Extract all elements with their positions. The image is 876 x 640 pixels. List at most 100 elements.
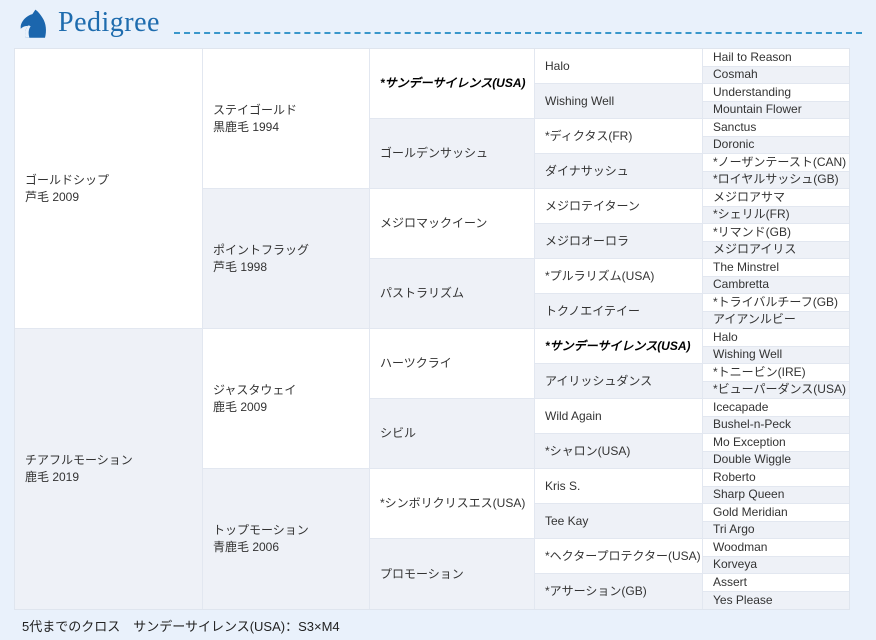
pedigree-cell: Roberto <box>703 469 849 487</box>
horse-name: *アサーション(GB) <box>545 584 647 598</box>
horse-name: Wild Again <box>545 408 602 423</box>
pedigree-cell: *トニービン(IRE) <box>703 364 849 382</box>
pedigree-cell: *ビューパーダンス(USA) <box>703 381 849 399</box>
horse-name: トップモーション <box>213 523 309 537</box>
pedigree-cell: Hail to Reason <box>703 49 849 67</box>
horse-name: パストラリズム <box>380 286 465 300</box>
page-title: Pedigree <box>58 7 160 38</box>
pedigree-cell: アイリッシュダンス <box>535 364 702 399</box>
horse-name: アイアンルビー <box>713 312 796 327</box>
horse-name: Understanding <box>713 84 792 99</box>
horse-name: Sanctus <box>713 119 757 134</box>
pedigree-cell: Korveya <box>703 556 849 574</box>
pedigree-cell: *ロイヤルサッシュ(GB) <box>703 171 849 189</box>
pedigree-cell: Double Wiggle <box>703 451 849 469</box>
pedigree-cell: Halo <box>535 49 702 84</box>
horse-name: Gold Meridian <box>713 504 788 519</box>
pedigree-cell: ハーツクライ <box>370 329 534 399</box>
horse-name: Wishing Well <box>545 93 615 108</box>
horse-name: The Minstrel <box>713 259 780 274</box>
pedigree-cell: メジロアイリス <box>703 241 849 259</box>
horse-name: *ノーザンテースト(CAN) <box>713 154 847 169</box>
pedigree-cell: Assert <box>703 574 849 592</box>
pedigree-cell: Sharp Queen <box>703 486 849 504</box>
page-header: Pedigree <box>18 6 862 40</box>
horse-name: *シンボリクリスエス(USA) <box>380 496 526 510</box>
horse-detail: 青鹿毛 2006 <box>213 540 280 554</box>
pedigree-cell: Wild Again <box>535 399 702 434</box>
horse-name: *プルラリズム(USA) <box>545 268 655 283</box>
pedigree-cell: Yes Please <box>703 591 849 609</box>
horse-name: Woodman <box>713 539 768 554</box>
pedigree-cell: Understanding <box>703 84 849 102</box>
pedigree-cell: *サンデーサイレンス(USA) <box>370 49 534 119</box>
horse-name: アイリッシュダンス <box>545 373 653 388</box>
pedigree-cell: メジロオーロラ <box>535 224 702 259</box>
header-dashed-rule <box>173 32 862 34</box>
pedigree-cell: トップモーション 青鹿毛 2006 <box>203 469 369 609</box>
pedigree-cell: Cosmah <box>703 66 849 84</box>
pedigree-cell: ダイナサッシュ <box>535 154 702 189</box>
pedigree-cell: *ディクタス(FR) <box>535 119 702 154</box>
horse-detail: 鹿毛 2009 <box>213 399 268 414</box>
horse-name: *シャロン(USA) <box>545 443 631 458</box>
horse-name: Kris S. <box>545 478 581 493</box>
horse-name: メジロマックイーン <box>380 216 488 230</box>
horse-name: Yes Please <box>713 592 773 607</box>
horse-name: *ヘクタープロテクター(USA) <box>545 548 701 563</box>
pedigree-cell: メジロアサマ <box>703 189 849 207</box>
horse-name: メジロテイターン <box>545 198 640 213</box>
horse-name: Halo <box>545 58 570 73</box>
horse-name: *シェリル(FR) <box>713 207 790 222</box>
pedigree-cell: Halo <box>703 329 849 347</box>
horse-name: *トニービン(IRE) <box>713 364 806 379</box>
pedigree-cell: *シェリル(FR) <box>703 206 849 224</box>
generation-column-2: ステイゴールド 黒鹿毛 1994 ポイントフラッグ 芦毛 1998 ジャスタウェ… <box>203 49 370 609</box>
pedigree-cell: The Minstrel <box>703 259 849 277</box>
horse-name: メジロオーロラ <box>545 233 630 248</box>
horse-name: プロモーション <box>380 566 464 581</box>
horse-detail: 鹿毛 2019 <box>25 470 80 484</box>
pedigree-cell: ステイゴールド 黒鹿毛 1994 <box>203 49 369 189</box>
horse-name: Wishing Well <box>713 347 783 362</box>
pedigree-cell: Mo Exception <box>703 434 849 452</box>
pedigree-cell: Cambretta <box>703 276 849 294</box>
horse-detail: 黒鹿毛 1994 <box>213 119 280 134</box>
horse-name: *サンデーサイレンス(USA) <box>545 338 691 353</box>
horse-name: Assert <box>713 574 748 589</box>
horse-name: メジロアイリス <box>713 242 797 257</box>
generation-column-4: Halo Wishing Well *ディクタス(FR) ダイナサッシュ メジロ… <box>535 49 703 609</box>
pedigree-cell: アイアンルビー <box>703 311 849 329</box>
horse-name: ジャスタウェイ <box>213 382 297 397</box>
horse-name: *ディクタス(FR) <box>545 128 633 143</box>
horse-name: ハーツクライ <box>380 356 452 370</box>
pedigree-cell: Mountain Flower <box>703 101 849 119</box>
horse-head-icon <box>18 9 48 39</box>
pedigree-cell: プロモーション <box>370 539 534 609</box>
horse-name: Tee Kay <box>545 513 589 528</box>
horse-name: ポイントフラッグ <box>213 242 310 257</box>
horse-name: トクノエイテイー <box>545 303 641 318</box>
pedigree-cell: *サンデーサイレンス(USA) <box>535 329 702 364</box>
horse-name: Hail to Reason <box>713 49 792 64</box>
horse-name: ゴールデンサッシュ <box>380 146 489 160</box>
horse-name: Sharp Queen <box>713 487 785 502</box>
pedigree-cell: メジロテイターン <box>535 189 702 224</box>
generation-column-5: Hail to Reason Cosmah Understanding Moun… <box>703 49 849 609</box>
horse-name: Roberto <box>713 469 756 484</box>
pedigree-cell: Tri Argo <box>703 521 849 539</box>
pedigree-cell: メジロマックイーン <box>370 189 534 259</box>
horse-name: Halo <box>713 329 738 344</box>
pedigree-cell: パストラリズム <box>370 259 534 329</box>
pedigree-cell: ポイントフラッグ 芦毛 1998 <box>203 189 369 329</box>
pedigree-cell: Icecapade <box>703 399 849 417</box>
horse-name: *ロイヤルサッシュ(GB) <box>713 172 839 187</box>
horse-name: Cambretta <box>713 277 770 292</box>
pedigree-cell: *アサーション(GB) <box>535 574 702 609</box>
generation-column-3: *サンデーサイレンス(USA) ゴールデンサッシュ メジロマックイーン パストラ… <box>370 49 535 609</box>
horse-detail: 芦毛 1998 <box>213 259 268 274</box>
pedigree-cell: チアフルモーション 鹿毛 2019 <box>15 329 202 609</box>
horse-name: *ビューパーダンス(USA) <box>713 382 846 397</box>
generation-column-1: ゴールドシップ 芦毛 2009 チアフルモーション 鹿毛 2019 <box>15 49 203 609</box>
horse-detail: 芦毛 2009 <box>25 189 80 204</box>
